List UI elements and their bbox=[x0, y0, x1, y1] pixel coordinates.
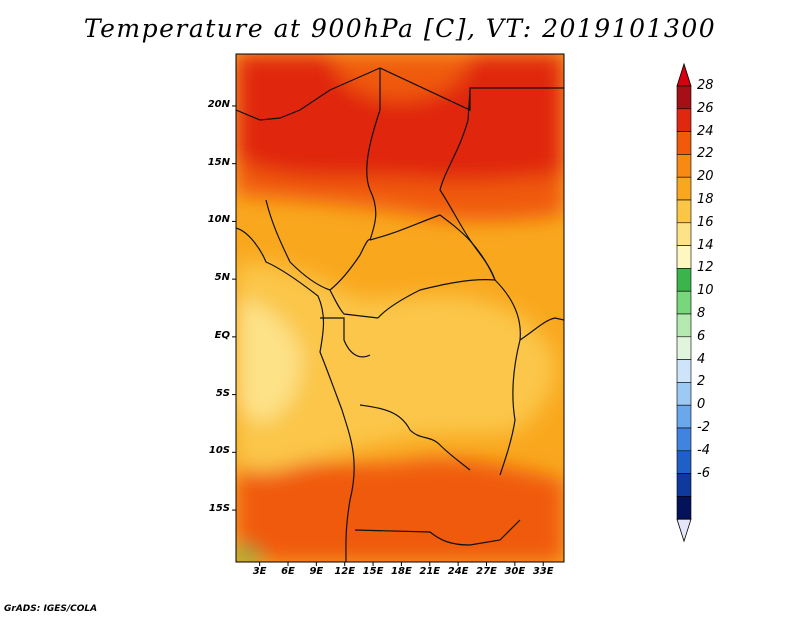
colorbar-bin bbox=[676, 176, 692, 201]
lat-ticks bbox=[232, 105, 236, 511]
map-title: Temperature at 900hPa [C], VT: 201910130… bbox=[83, 14, 717, 43]
border-north bbox=[236, 67, 564, 121]
colorbar bbox=[676, 62, 692, 543]
colorbar-label: 14 bbox=[697, 237, 714, 253]
colorbar-bin bbox=[676, 427, 692, 452]
colorbar-label: 22 bbox=[697, 146, 714, 162]
colorbar-bin bbox=[676, 268, 692, 292]
colorbar-label: 4 bbox=[697, 351, 706, 367]
lat-label: 20N bbox=[207, 98, 230, 110]
border-coastline-west bbox=[236, 227, 355, 562]
lat-label: EQ bbox=[214, 329, 230, 341]
colorbar-bin bbox=[676, 199, 692, 224]
colorbar-label: -6 bbox=[697, 465, 710, 481]
lon-label: 12E bbox=[334, 566, 356, 577]
colorbar-bin bbox=[676, 245, 692, 269]
region-coastal-cool bbox=[236, 300, 301, 421]
colorbar-label: 10 bbox=[697, 283, 714, 299]
border-nigeria bbox=[265, 199, 371, 291]
region-angola-core bbox=[350, 475, 464, 562]
lon-label: 24E bbox=[447, 566, 469, 577]
lat-label: 5S bbox=[215, 387, 230, 399]
colorbar-bin bbox=[676, 131, 692, 155]
lon-label: 18E bbox=[391, 566, 412, 577]
country-borders bbox=[236, 67, 564, 562]
colorbar-label: 26 bbox=[697, 100, 714, 116]
colorbar-bin bbox=[676, 473, 692, 497]
region-north-belt-hot bbox=[236, 54, 564, 182]
colorbar-bin bbox=[676, 404, 692, 429]
credit-text: GrADS: IGES/COLA bbox=[4, 604, 98, 614]
border-drc-east bbox=[494, 279, 521, 476]
lon-label: 21E bbox=[419, 566, 441, 577]
colorbar-bin bbox=[676, 108, 692, 132]
colorbar-bin bbox=[676, 359, 692, 383]
lon-label: 9E bbox=[309, 566, 324, 577]
border-east-lakes bbox=[519, 317, 564, 341]
colorbar-label: 8 bbox=[697, 306, 706, 321]
colorbar-bin bbox=[676, 382, 692, 406]
colorbar-label: -4 bbox=[697, 442, 710, 458]
colorbar-label: -2 bbox=[697, 420, 710, 435]
colorbar-label: 16 bbox=[697, 214, 714, 230]
colorbar-label: 28 bbox=[697, 78, 714, 93]
border-angola bbox=[354, 519, 521, 546]
lat-label: 15S bbox=[208, 503, 230, 515]
map-frame bbox=[235, 53, 565, 563]
border-car bbox=[369, 214, 496, 319]
lon-label: 30E bbox=[504, 566, 526, 577]
colorbar-label: 18 bbox=[697, 192, 714, 207]
border-niger-chad bbox=[366, 68, 381, 241]
lon-ticks bbox=[259, 562, 544, 566]
lon-label: 27E bbox=[476, 566, 497, 577]
colorbar-bin bbox=[676, 336, 692, 360]
colorbar-label: 2 bbox=[697, 374, 706, 390]
colorbar-label: 0 bbox=[697, 397, 706, 413]
colorbar-label: 12 bbox=[697, 260, 714, 276]
lon-label: 6E bbox=[281, 566, 295, 577]
border-drc-south bbox=[359, 404, 471, 471]
colorbar-bin bbox=[676, 290, 692, 315]
colorbar-top-arrow bbox=[676, 62, 692, 87]
region-southwest-cool-patch bbox=[236, 545, 266, 562]
lon-label: 15E bbox=[362, 566, 384, 577]
colorbar-bottom-arrow bbox=[676, 518, 692, 543]
colorbar-bin bbox=[676, 222, 692, 246]
lon-label: 33E bbox=[532, 566, 554, 577]
colorbar-bin bbox=[676, 313, 692, 338]
border-gabon bbox=[320, 317, 371, 358]
colorbar-label: 24 bbox=[697, 123, 714, 139]
lon-label: 3E bbox=[252, 566, 267, 577]
colorbar-label: 20 bbox=[697, 169, 714, 185]
lat-label: 5N bbox=[214, 272, 230, 284]
colorbar-bin bbox=[676, 85, 692, 110]
lat-label: 15N bbox=[207, 156, 230, 168]
map-field bbox=[236, 54, 564, 562]
colorbar-bin bbox=[676, 154, 692, 178]
region-congo-basin bbox=[236, 262, 556, 473]
colorbar-label: 6 bbox=[697, 328, 706, 344]
border-cameroon bbox=[329, 289, 379, 319]
colorbar-bin bbox=[676, 450, 692, 474]
lat-label: 10N bbox=[207, 214, 230, 226]
lat-label: 10S bbox=[208, 445, 230, 457]
colorbar-bin bbox=[676, 496, 692, 520]
